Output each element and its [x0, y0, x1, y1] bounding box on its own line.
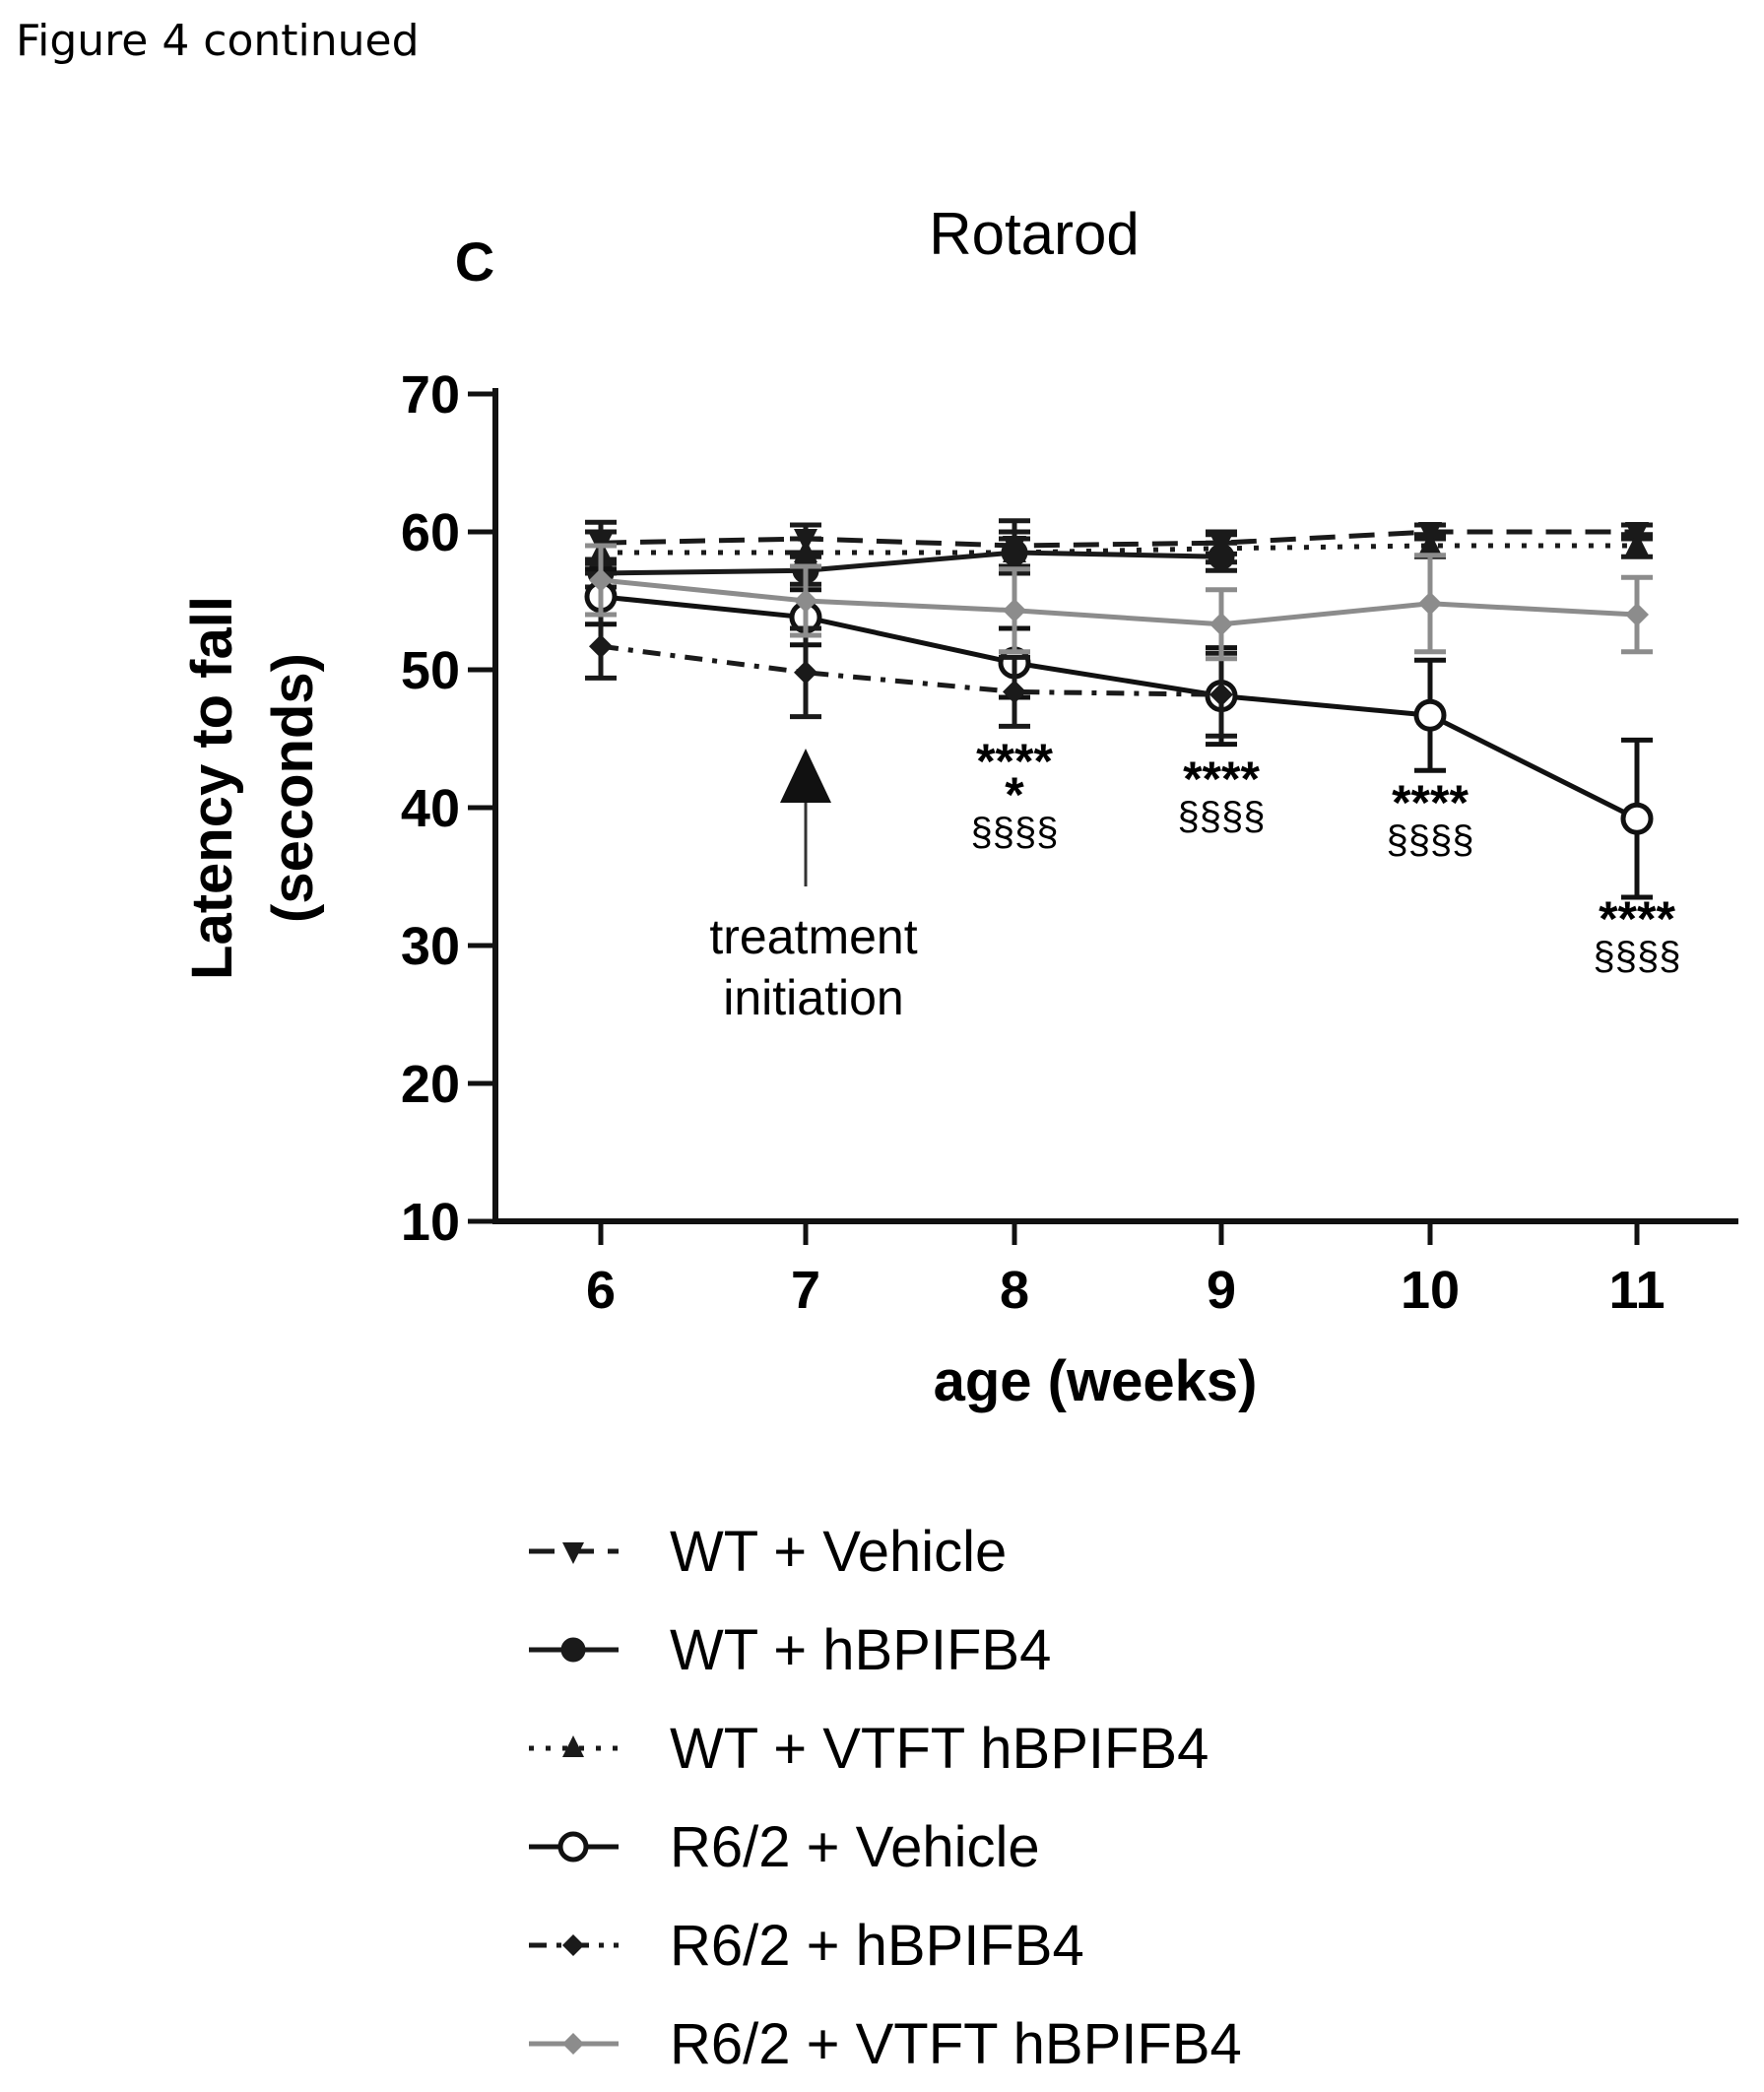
series-5 — [585, 543, 1653, 662]
legend-label: WT + VTFT hBPIFB4 — [670, 1717, 1209, 1781]
panel-label: C — [455, 230, 494, 293]
legend-item: R6/2 + VTFT hBPIFB4 — [529, 2012, 1242, 2076]
series-line — [600, 643, 1222, 697]
significance-stars: **** — [1183, 752, 1260, 807]
data-point — [794, 660, 817, 685]
data-point — [1620, 802, 1654, 835]
legend-swatch-marker — [557, 1831, 589, 1863]
legend-swatch-marker — [562, 2033, 584, 2055]
data-point — [1625, 603, 1649, 626]
x-tick-label: 8 — [1000, 1261, 1029, 1320]
chart-title: Rotarod — [929, 201, 1139, 267]
series-line — [600, 550, 1222, 576]
data-point — [1003, 539, 1026, 562]
y-tick-label: 10 — [401, 1193, 460, 1252]
series-line — [600, 594, 1639, 821]
y-axis-label-line1: Latency to fall — [180, 596, 244, 980]
y-axis-label: Latency to fall (seconds) — [180, 596, 325, 980]
data-point — [1418, 591, 1442, 616]
figure-caption: Figure 4 continued — [16, 16, 420, 66]
data-point — [1418, 532, 1442, 556]
significance-stars: **** — [1599, 891, 1675, 947]
legend-swatch-marker — [562, 1934, 584, 1956]
data-point — [1003, 680, 1026, 704]
legend-label: WT + Vehicle — [670, 1520, 1007, 1584]
significance-sections: §§§§ — [1387, 818, 1474, 862]
y-tick-label: 70 — [401, 365, 460, 425]
data-point — [589, 568, 613, 592]
y-tick-label: 40 — [401, 779, 460, 838]
significance-sections: §§§§ — [971, 811, 1059, 854]
legend-label: R6/2 + Vehicle — [670, 1815, 1040, 1879]
significance-sections: §§§§ — [1178, 795, 1266, 838]
data-point — [589, 634, 613, 659]
y-tick-label: 20 — [401, 1055, 460, 1114]
data-point — [1209, 612, 1233, 636]
y-tick-label: 60 — [401, 503, 460, 562]
x-tick-label: 9 — [1207, 1261, 1236, 1320]
data-point — [1413, 698, 1447, 732]
x-tick-label: 10 — [1401, 1261, 1460, 1320]
x-tick-label: 11 — [1608, 1261, 1665, 1320]
series-line — [600, 577, 1638, 627]
legend-label: R6/2 + hBPIFB4 — [670, 1914, 1084, 1978]
legend-item: WT + Vehicle — [529, 1520, 1007, 1584]
y-tick-label: 50 — [401, 641, 460, 700]
legend-item: WT + hBPIFB4 — [529, 1618, 1051, 1682]
arrow-label-line1: treatment — [709, 909, 917, 964]
arrow-label-line2: initiation — [723, 970, 903, 1025]
arrow-head — [780, 749, 831, 803]
legend-label: R6/2 + VTFT hBPIFB4 — [670, 2012, 1242, 2076]
series-line — [601, 543, 1637, 556]
legend-swatch-marker — [562, 1735, 584, 1757]
series-4 — [585, 612, 1237, 739]
y-axis-label-line2: (seconds) — [261, 653, 325, 923]
plot-area — [584, 518, 1654, 900]
x-axis-label: age (weeks) — [934, 1349, 1258, 1413]
legend: WT + Vehicle WT + hBPIFB4 WT + VTFT hBPIFB… — [529, 1520, 1242, 2076]
series-2 — [585, 529, 1653, 576]
x-tick-label: 6 — [586, 1261, 616, 1320]
y-tick-label: 30 — [401, 917, 460, 976]
x-tick-label: 7 — [791, 1261, 820, 1320]
significance-sections: §§§§ — [1594, 935, 1681, 978]
legend-item: WT + VTFT hBPIFB4 — [529, 1717, 1209, 1781]
data-point — [794, 539, 817, 562]
data-point — [1003, 598, 1026, 622]
legend-item: R6/2 + hBPIFB4 — [529, 1914, 1084, 1978]
data-point — [794, 589, 817, 613]
legend-item: R6/2 + Vehicle — [529, 1815, 1040, 1879]
data-point — [1209, 534, 1233, 558]
legend-swatch-marker — [562, 1542, 584, 1564]
data-point — [1209, 683, 1233, 707]
legend-label: WT + hBPIFB4 — [670, 1618, 1051, 1682]
axes: 10 20 30 40 50 60 70 6 7 8 9 10 11 — [401, 365, 1738, 1320]
data-point — [1625, 532, 1649, 556]
series-1 — [585, 536, 1237, 590]
legend-swatch-marker — [560, 1637, 586, 1663]
series-line — [600, 529, 1637, 549]
significance-stars: **** — [976, 734, 1053, 789]
significance-stars: **** — [1392, 775, 1469, 830]
significance-stars: * — [1005, 767, 1024, 822]
